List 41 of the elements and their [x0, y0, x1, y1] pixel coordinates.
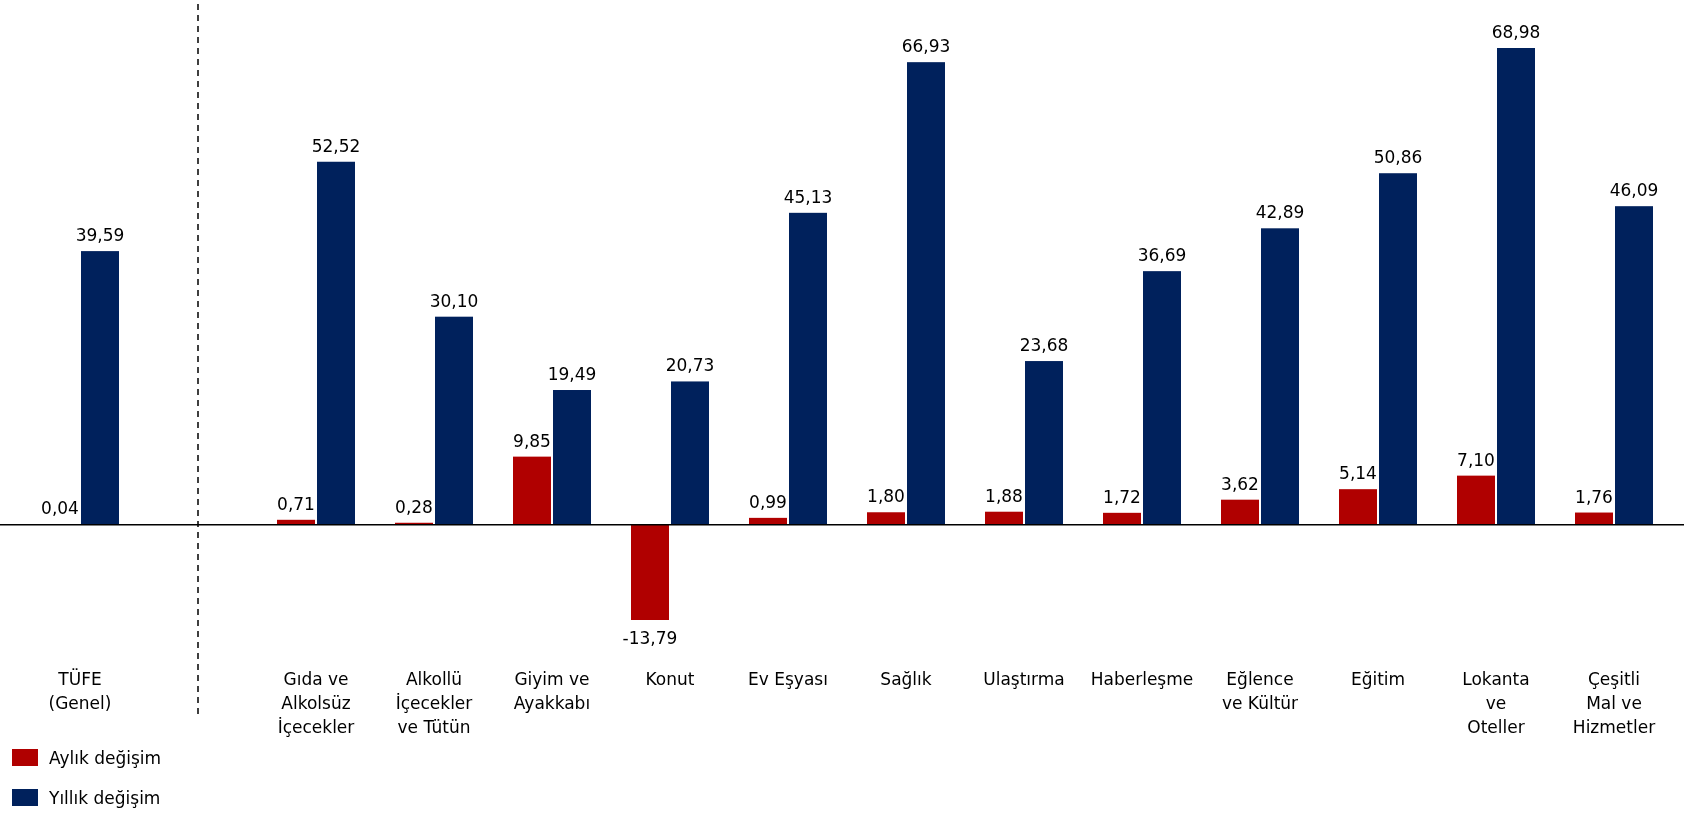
data-label: 0,28	[395, 496, 433, 517]
data-label: 1,88	[985, 485, 1023, 506]
data-label: -13,79	[622, 628, 678, 648]
data-label: 66,93	[901, 36, 951, 57]
x-tick-label: Ulaştırma	[983, 669, 1065, 689]
data-label: 46,09	[1609, 180, 1659, 201]
x-tick-label: Alkollü İçecekler ve Tütün	[395, 669, 473, 737]
data-label: 19,49	[547, 364, 597, 385]
x-tick-label: Lokanta ve Oteller	[1462, 669, 1530, 737]
data-label: 30,10	[429, 290, 479, 311]
data-label: 0,71	[277, 493, 315, 514]
data-label: 3,62	[1221, 473, 1259, 494]
data-label: 0,04	[41, 498, 79, 519]
x-tick-label: Sağlık	[880, 669, 932, 689]
legend-label: Yıllık değişim	[48, 788, 161, 808]
data-label: 23,68	[1019, 335, 1069, 356]
data-label: 68,98	[1491, 22, 1541, 42]
data-label: 1,80	[867, 486, 905, 507]
x-tick-label: TÜFE (Genel)	[48, 668, 112, 713]
x-tick-label: Giyim ve Ayakkabı	[513, 669, 591, 713]
legend-label: Aylık değişim	[49, 748, 162, 768]
x-tick-label: Ev Eşyası	[748, 669, 828, 689]
data-label: 1,72	[1103, 486, 1141, 507]
data-label: 45,13	[783, 186, 833, 207]
data-label: 1,76	[1575, 486, 1613, 507]
x-tick-label: Çeşitli Mal ve Hizmetler	[1572, 669, 1656, 737]
x-tick-label: Eğlence ve Kültür	[1221, 669, 1299, 713]
x-tick-label: Konut	[645, 669, 695, 689]
data-label: 0,99	[749, 491, 787, 512]
data-label: 52,52	[311, 135, 361, 156]
x-tick-label: Eğitim	[1350, 669, 1406, 689]
data-label: 39,59	[75, 225, 125, 246]
data-label: 5,14	[1339, 463, 1377, 484]
data-label: 9,85	[513, 430, 551, 451]
data-label: 7,10	[1457, 449, 1495, 470]
x-tick-label: Haberleşme	[1090, 669, 1194, 689]
data-label: 50,86	[1373, 147, 1423, 168]
data-label: 36,69	[1137, 245, 1187, 266]
data-label: 42,89	[1255, 202, 1305, 223]
data-label: 20,73	[665, 355, 715, 376]
x-tick-label: Gıda ve Alkolsüz İçecekler	[277, 669, 355, 737]
